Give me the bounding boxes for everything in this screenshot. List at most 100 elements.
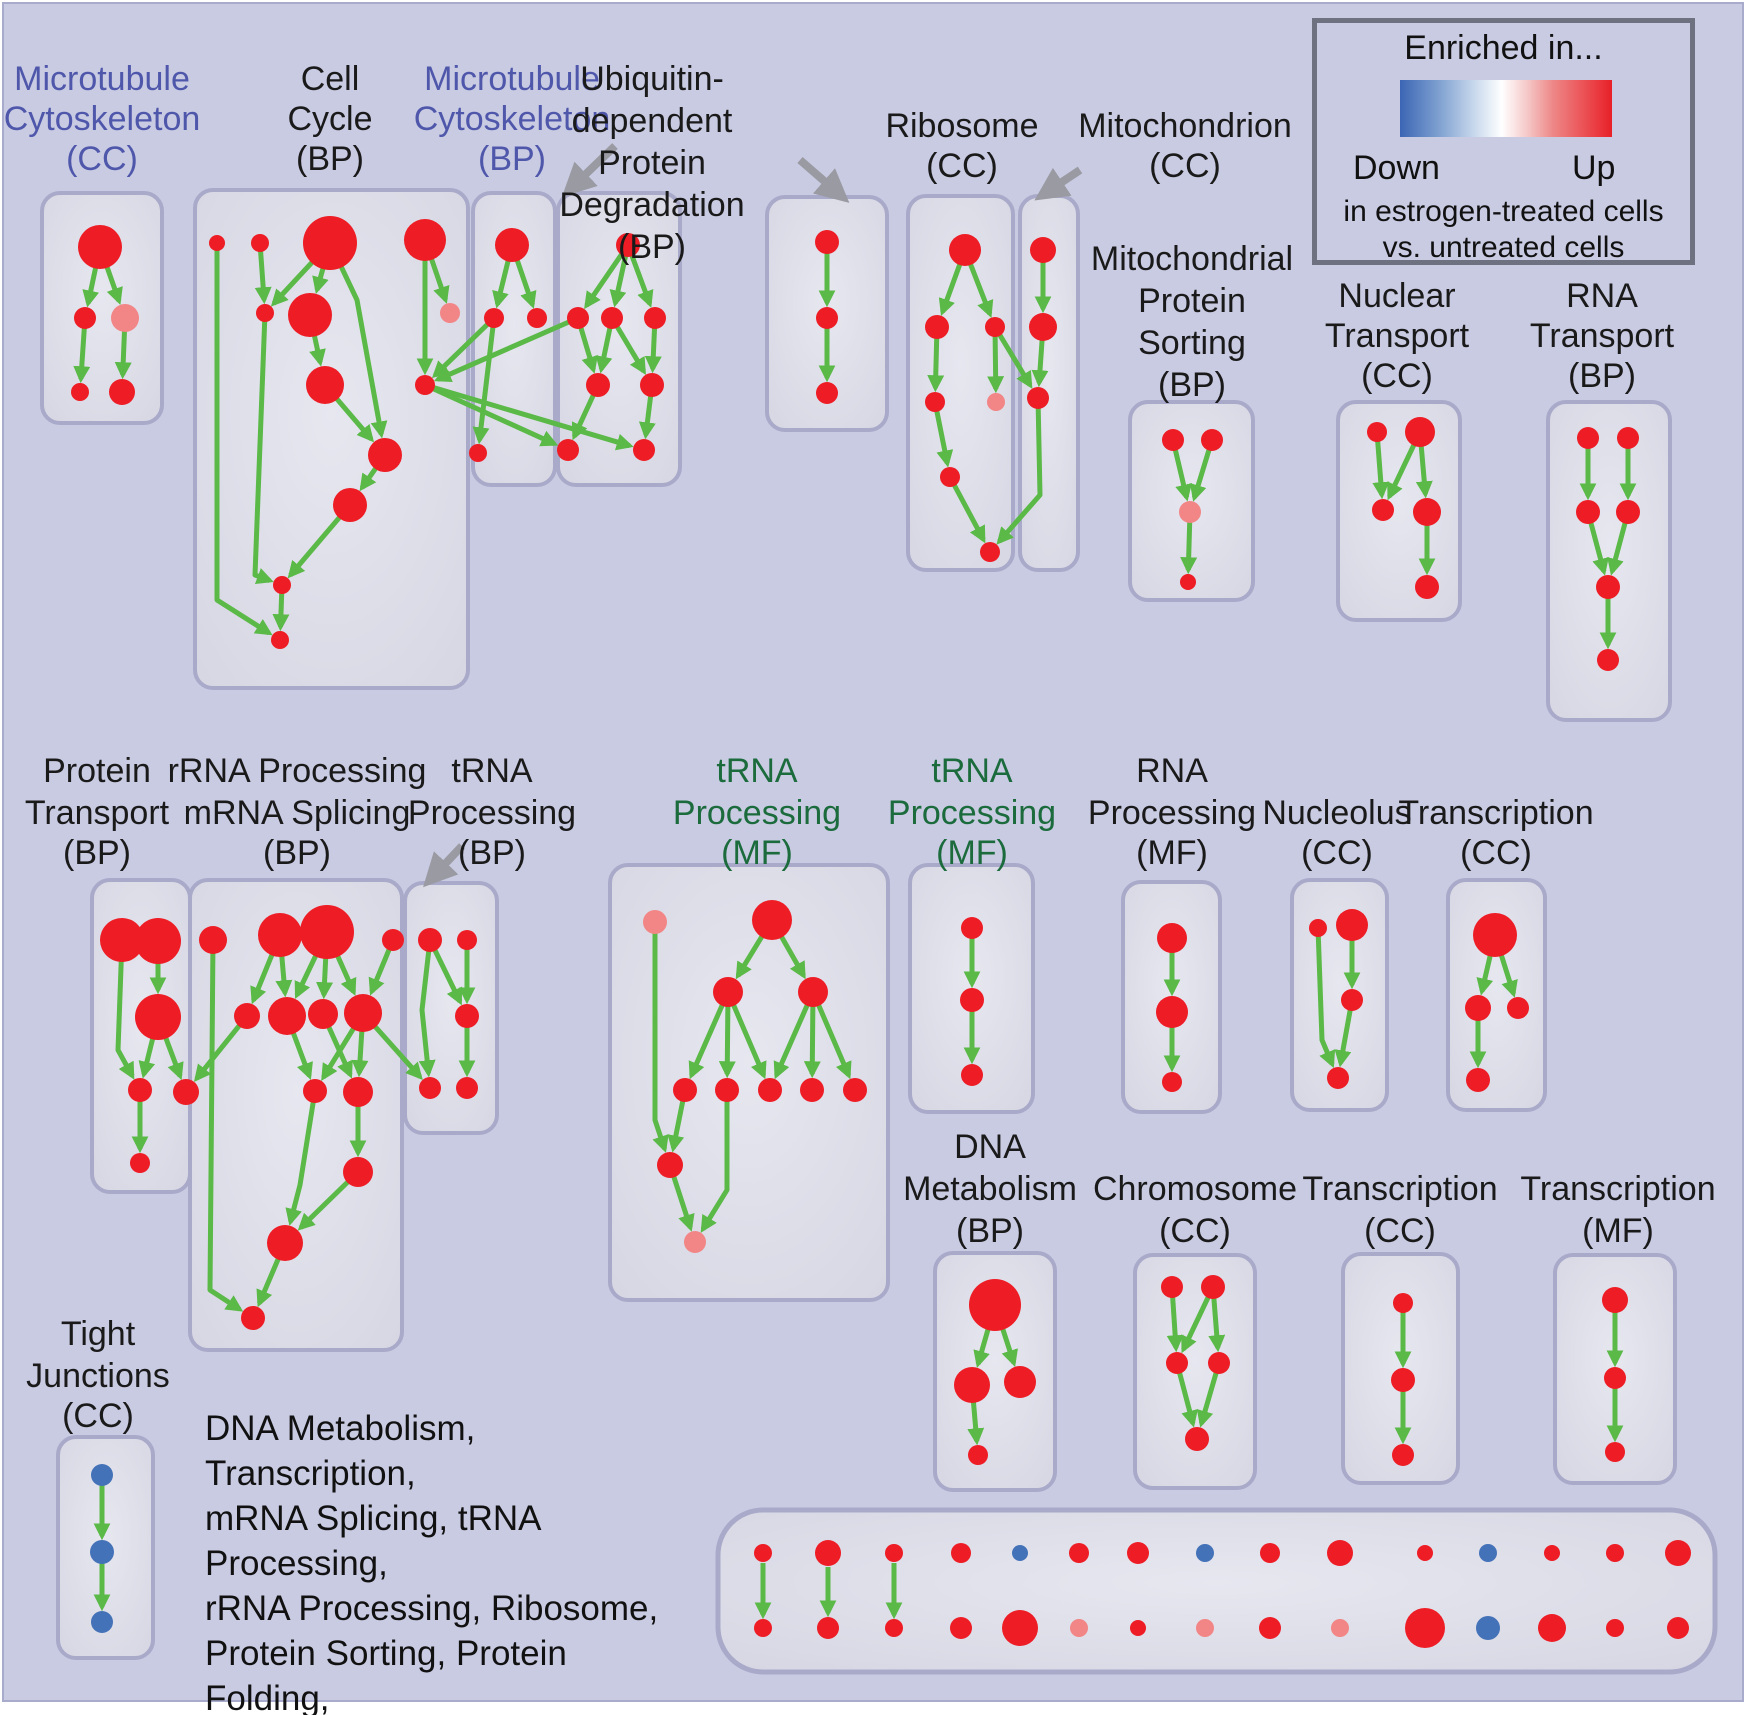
go-node-red bbox=[1602, 1287, 1628, 1313]
go-node-red bbox=[74, 307, 96, 329]
go-node-red bbox=[209, 235, 225, 251]
cluster-label-tight-junctions-cc: (CC) bbox=[62, 1397, 134, 1435]
go-node-red bbox=[1665, 1540, 1691, 1566]
go-node-red bbox=[1157, 923, 1187, 953]
cluster-label-trna-processing-mf-small: Processing bbox=[888, 794, 1056, 832]
edge-trna-processing-mf-large bbox=[652, 922, 669, 1153]
go-node-red bbox=[925, 315, 949, 339]
cluster-label-mitochondrial-protein-sorting-bp: Protein bbox=[1138, 282, 1246, 320]
legend-subtitle-1: in estrogen-treated cells bbox=[1343, 195, 1664, 228]
cluster-label-nucleolus-cc: (CC) bbox=[1301, 834, 1373, 872]
go-node-red bbox=[455, 1004, 479, 1028]
go-node-red bbox=[469, 444, 487, 462]
go-node-red bbox=[954, 1367, 990, 1403]
edge-nuclear-transport-cc bbox=[1372, 431, 1390, 500]
go-node-red bbox=[368, 438, 402, 472]
go-node-red bbox=[71, 383, 89, 401]
go-node-pink bbox=[1331, 1619, 1349, 1637]
go-node-red bbox=[1162, 1072, 1182, 1092]
legend-subtitle-2: vs. untreated cells bbox=[1382, 231, 1625, 264]
cluster-label-tight-junctions-cc: Tight bbox=[61, 1315, 136, 1353]
cluster-label-microtubule-cytoskeleton-bp: Microtubule bbox=[424, 60, 600, 98]
go-node-red bbox=[961, 917, 983, 939]
go-node-red bbox=[885, 1619, 903, 1637]
go-node-pink bbox=[1070, 1619, 1088, 1637]
legend-up-label: Up bbox=[1572, 149, 1616, 187]
go-node-red bbox=[1597, 649, 1619, 671]
label-pointer-arrow bbox=[797, 156, 850, 203]
cluster-label-trna-processing-bp: (BP) bbox=[458, 834, 526, 872]
go-node-red bbox=[951, 1543, 971, 1563]
go-node-red bbox=[256, 304, 274, 322]
cross-cluster-edge bbox=[992, 325, 1033, 389]
labels: MicrotubuleCytoskeleton(CC)CellCycle(BP)… bbox=[4, 60, 1716, 1435]
legend-down-label: Down bbox=[1353, 149, 1440, 187]
go-node-red bbox=[940, 467, 960, 487]
go-node-red bbox=[644, 307, 666, 329]
go-node-red bbox=[271, 631, 289, 649]
cluster-label-protein-transport-bp: Protein bbox=[43, 752, 151, 790]
go-node-red bbox=[1576, 500, 1600, 524]
go-node-red bbox=[1030, 237, 1056, 263]
cluster-box-chromosome-cc bbox=[1133, 1253, 1257, 1490]
nodes bbox=[71, 216, 1691, 1648]
cluster-label-protein-transport-bp: (BP) bbox=[63, 834, 131, 872]
cluster-label-nucleolus-cc: Nucleolus bbox=[1262, 794, 1411, 832]
cluster-label-trna-processing-bp: tRNA bbox=[451, 752, 533, 790]
cluster-label-cell-cycle-bp: Cell bbox=[301, 60, 360, 98]
cluster-label-microtubule-cytoskeleton-bp: (BP) bbox=[478, 140, 546, 178]
legend-gradient-bar bbox=[1400, 80, 1612, 137]
edge-trna-processing-mf-large bbox=[810, 991, 852, 1080]
edge-rrna-processing-mrna-splicing-bp bbox=[285, 1090, 318, 1226]
go-node-red bbox=[1507, 997, 1529, 1019]
edge-cell-cycle-bp bbox=[252, 312, 274, 585]
go-node-red bbox=[567, 307, 589, 329]
go-node-red bbox=[657, 1152, 683, 1178]
edge-trna-processing-mf-large bbox=[773, 990, 816, 1080]
go-node-red bbox=[1391, 1368, 1415, 1392]
cluster-label-trna-processing-mf-large: tRNA bbox=[716, 752, 798, 790]
cluster-label-chromosome-cc: Chromosome bbox=[1093, 1170, 1297, 1208]
go-node-red bbox=[78, 225, 122, 269]
go-node-pink bbox=[440, 303, 460, 323]
go-node-red bbox=[1029, 313, 1057, 341]
cluster-label-transcription-mf: (MF) bbox=[1582, 1212, 1654, 1250]
go-node-red bbox=[1393, 1293, 1413, 1313]
go-node-red bbox=[100, 918, 144, 962]
go-node-red bbox=[109, 379, 135, 405]
go-node-red bbox=[1538, 1614, 1566, 1642]
edge-nucleolus-cc bbox=[1315, 927, 1336, 1069]
go-node-red bbox=[980, 542, 1000, 562]
cluster-box-nuclear-transport-cc bbox=[1336, 400, 1462, 622]
go-node-red bbox=[1606, 1544, 1624, 1562]
go-node-red bbox=[1208, 1352, 1230, 1374]
cross-cluster-edge bbox=[996, 397, 1043, 545]
cluster-box-nucleolus-cc bbox=[1290, 878, 1389, 1112]
go-node-red bbox=[557, 439, 579, 461]
cluster-label-transcription-mf: Transcription bbox=[1520, 1170, 1715, 1208]
cluster-label-trna-processing-mf-large: Processing bbox=[673, 794, 841, 832]
go-node-red bbox=[1367, 422, 1387, 442]
go-node-red bbox=[1466, 1068, 1490, 1092]
cluster-label-transcription-cc-bottom: Transcription bbox=[1302, 1170, 1497, 1208]
go-node-red bbox=[1336, 909, 1368, 941]
go-node-red bbox=[1027, 387, 1049, 409]
cluster-label-transcription-cc-mid: Transcription bbox=[1398, 794, 1593, 832]
go-node-red bbox=[1180, 574, 1196, 590]
go-node-red bbox=[616, 233, 640, 257]
go-node-red bbox=[754, 1544, 772, 1562]
cluster-label-nuclear-transport-cc: Nuclear bbox=[1338, 277, 1455, 315]
edge-ubiquitin-dependent-protein-degradation-bp bbox=[584, 243, 631, 310]
footnote-line: mRNA Splicing, tRNA Processing, bbox=[205, 1499, 540, 1583]
cluster-label-mitochondrion-cc: Mitochondrion bbox=[1078, 107, 1292, 145]
cluster-label-trna-processing-mf-small: (MF) bbox=[936, 834, 1008, 872]
go-node-red bbox=[985, 317, 1005, 337]
cluster-label-rrna-processing-mrna-splicing-bp: rRNA Processing bbox=[168, 752, 427, 790]
cluster-label-rna-processing-mf: RNA bbox=[1136, 752, 1208, 790]
go-node-red bbox=[1130, 1620, 1146, 1636]
go-node-red bbox=[1201, 429, 1223, 451]
go-node-pink bbox=[1196, 1619, 1214, 1637]
go-node-red bbox=[843, 1078, 867, 1102]
go-node-red bbox=[1616, 500, 1640, 524]
go-node-red bbox=[135, 994, 181, 1040]
